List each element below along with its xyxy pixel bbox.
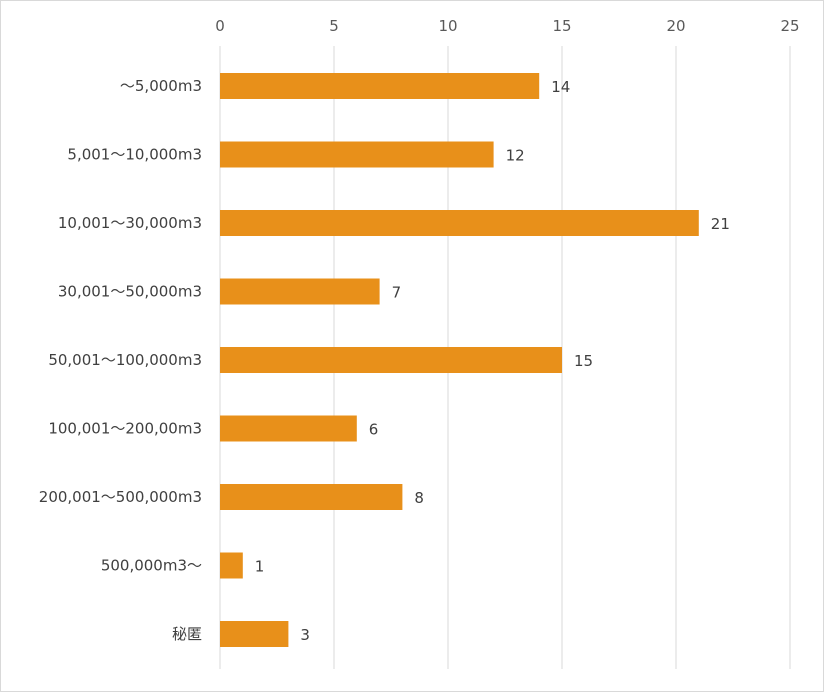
x-tick-label: 20 <box>666 17 685 35</box>
x-tick-label: 15 <box>552 17 571 35</box>
x-tick-label: 5 <box>329 17 339 35</box>
data-label: 1 <box>255 558 265 576</box>
data-label: 6 <box>369 421 379 439</box>
bar <box>220 210 699 236</box>
x-tick-label: 10 <box>438 17 457 35</box>
category-label: 秘匿 <box>172 625 202 643</box>
x-tick-label: 25 <box>780 17 799 35</box>
category-label: 10,001～30,000m3 <box>58 214 202 232</box>
data-labels: 14 12 21 7 15 6 8 1 3 <box>255 78 730 644</box>
category-label: 50,001～100,000m3 <box>48 351 202 369</box>
x-axis-ticks: 0 5 10 15 20 25 <box>215 17 799 35</box>
bars <box>220 73 699 647</box>
bar <box>220 415 357 442</box>
data-label: 3 <box>300 626 310 644</box>
category-label: 100,001～200,00m3 <box>48 420 202 438</box>
category-labels: ～5,000m3 5,001～10,000m3 10,001～30,000m3 30,… <box>39 77 202 643</box>
data-label: 8 <box>414 489 424 507</box>
data-label: 7 <box>392 284 402 302</box>
bar <box>220 278 380 305</box>
data-label: 12 <box>506 147 525 165</box>
category-label: 500,000m3～ <box>101 557 202 575</box>
x-tick-label: 0 <box>215 17 225 35</box>
bar <box>220 141 494 168</box>
category-label: 200,001～500,000m3 <box>39 488 202 506</box>
category-label: ～5,000m3 <box>120 77 202 95</box>
bar <box>220 552 243 579</box>
category-label: 5,001～10,000m3 <box>67 146 202 164</box>
data-label: 15 <box>574 352 593 370</box>
data-label: 14 <box>551 78 570 96</box>
bar <box>220 73 540 99</box>
data-label: 21 <box>711 215 730 233</box>
bar <box>220 484 403 510</box>
bar <box>220 621 289 647</box>
bar <box>220 347 562 373</box>
category-label: 30,001～50,000m3 <box>58 283 202 301</box>
